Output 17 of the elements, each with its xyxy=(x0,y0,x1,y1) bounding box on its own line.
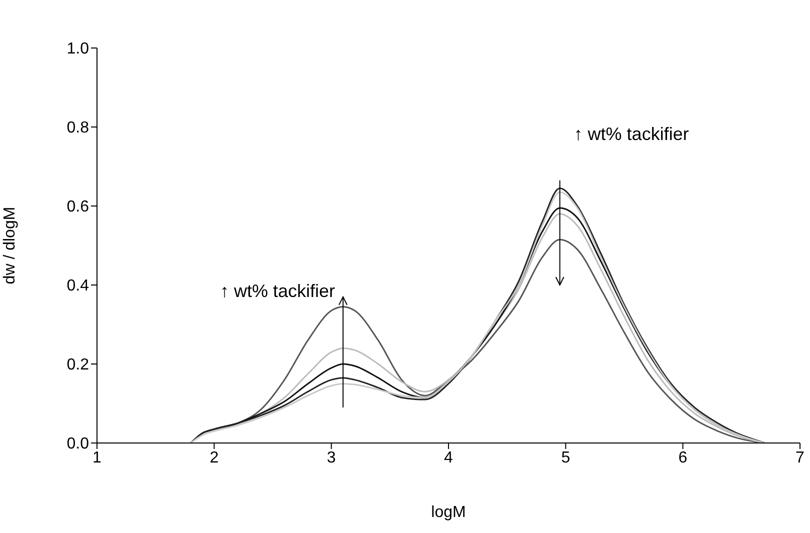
x-tick-label: 2 xyxy=(210,449,219,466)
x-tick-label: 3 xyxy=(326,449,336,466)
x-tick-label: 7 xyxy=(796,449,805,466)
annotation: ↑ wt% tackifier xyxy=(220,280,336,301)
x-tick-label: 5 xyxy=(561,449,570,466)
x-tick-label: 6 xyxy=(678,449,688,466)
y-tick-label: 0.8 xyxy=(66,120,90,137)
y-tick-label: 0.2 xyxy=(66,356,90,374)
y-tick-label: 1.0 xyxy=(66,40,90,58)
annotation: ↑ wt% tackifier xyxy=(574,124,689,144)
x-axis-title: logM xyxy=(431,504,466,521)
y-tick-label: 0.6 xyxy=(66,198,90,216)
x-tick-label: 4 xyxy=(444,449,454,466)
y-tick-label: 0.4 xyxy=(66,278,90,295)
y-tick-label: 0.0 xyxy=(66,436,90,453)
y-axis-title: dw / dlogM xyxy=(2,206,19,284)
x-tick-label: 1 xyxy=(92,449,102,466)
